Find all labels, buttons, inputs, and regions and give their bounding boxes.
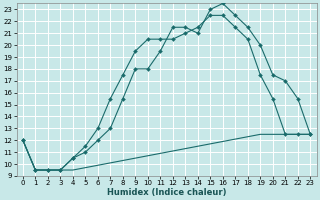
X-axis label: Humidex (Indice chaleur): Humidex (Indice chaleur): [107, 188, 226, 197]
